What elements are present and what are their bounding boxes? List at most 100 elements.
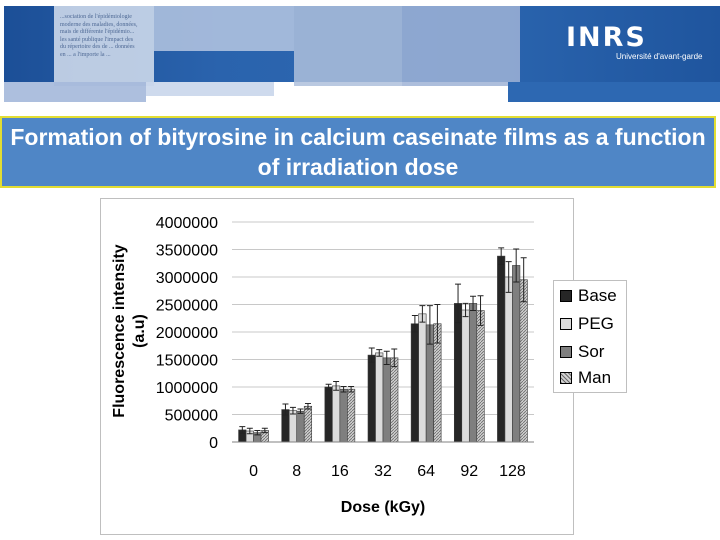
error-bar-base-16 xyxy=(325,383,332,391)
bar-man-32 xyxy=(390,357,399,443)
bar-chart: 0 500000 1000000 1500000 2000000 2500000 30000… xyxy=(111,215,534,516)
error-bar-peg-128 xyxy=(505,261,512,293)
error-bar-sor-32 xyxy=(383,350,390,365)
error-bar-man-16 xyxy=(348,385,355,393)
y-axis-label: Fluorescence intensity xyxy=(111,244,128,417)
error-bar-sor-0 xyxy=(254,429,261,436)
error-bar-sor-64 xyxy=(426,305,433,345)
inrs-logo: INRS xyxy=(566,22,647,53)
x-tick-label: 128 xyxy=(499,463,526,480)
slide-title-box: Formation of bityrosine in calcium casei… xyxy=(0,116,716,188)
error-bar-man-0 xyxy=(261,427,268,434)
error-bar-sor-92 xyxy=(470,295,477,312)
error-bar-man-32 xyxy=(391,348,398,368)
bar-man-128 xyxy=(519,279,528,443)
x-axis-categories: 0 8 16 32 64 92 128 xyxy=(249,463,526,480)
legend-item-base: Base xyxy=(560,285,626,307)
x-tick-label: 32 xyxy=(374,463,392,480)
bar-sor-8 xyxy=(296,410,305,443)
bar-base-32 xyxy=(367,354,376,443)
legend-label-man: Man xyxy=(578,368,612,387)
y-tick-label: 1500000 xyxy=(156,353,218,370)
error-bar-peg-16 xyxy=(333,381,340,391)
error-bar-base-0 xyxy=(239,426,246,434)
x-tick-label: 16 xyxy=(331,463,349,480)
logo-tagline: Université d'avant-garde xyxy=(616,52,703,61)
chart-legend: Base PEG Sor Man xyxy=(553,280,627,393)
error-bar-base-8 xyxy=(282,403,289,416)
bar-peg-128 xyxy=(504,276,513,443)
slide-title: Formation of bityrosine in calcium casei… xyxy=(10,124,706,180)
bar-man-8 xyxy=(303,405,313,443)
y-tick-label: 2500000 xyxy=(156,298,218,315)
x-tick-label: 0 xyxy=(249,463,258,480)
y-tick-label: 3000000 xyxy=(156,270,218,287)
bar-peg-32 xyxy=(375,352,384,443)
bar-peg-8 xyxy=(288,410,298,443)
error-bar-sor-128 xyxy=(513,248,520,283)
banner-tile xyxy=(146,82,274,96)
error-bar-peg-64 xyxy=(419,305,426,323)
bar-base-64 xyxy=(410,323,419,443)
bar-peg-92 xyxy=(461,309,470,443)
x-tick-label: 64 xyxy=(417,463,435,480)
error-bar-sor-16 xyxy=(340,385,347,393)
legend-label-sor: Sor xyxy=(578,342,605,361)
banner-tile xyxy=(154,6,294,51)
y-tick-label: 4000000 xyxy=(156,215,218,232)
banner-tile xyxy=(294,6,402,86)
banner-background-text: ...sociation de l'épidémiologie moderne … xyxy=(60,14,138,58)
y-tick-label: 500000 xyxy=(165,408,218,425)
bar-peg-64 xyxy=(418,313,427,443)
bar-base-92 xyxy=(453,303,463,443)
error-bar-base-92 xyxy=(455,283,462,324)
y-tick-label: 1000000 xyxy=(156,380,218,397)
bar-sor-32 xyxy=(382,357,391,443)
error-bar-man-64 xyxy=(434,304,441,344)
x-axis-label: Dose (kGy) xyxy=(341,499,425,516)
y-tick-label: 0 xyxy=(209,435,218,452)
banner-tile xyxy=(4,82,146,102)
y-tick-label: 2000000 xyxy=(156,325,218,342)
banner-tile xyxy=(508,82,720,102)
legend-item-sor: Sor xyxy=(560,341,626,363)
error-bar-peg-0 xyxy=(246,427,253,435)
x-tick-label: 92 xyxy=(460,463,478,480)
error-bar-base-128 xyxy=(498,247,505,265)
bar-sor-128 xyxy=(512,265,521,443)
bar-base-16 xyxy=(324,386,333,443)
bar-base-128 xyxy=(497,255,506,443)
y-axis-label-group: Fluorescence intensity (a.u) xyxy=(111,244,148,417)
chart-bars xyxy=(238,247,528,443)
error-bar-peg-8 xyxy=(289,406,296,415)
legend-item-peg: PEG xyxy=(560,313,626,335)
banner-tile xyxy=(402,6,520,86)
error-bar-sor-8 xyxy=(297,408,304,414)
error-bar-base-64 xyxy=(411,315,418,333)
legend-swatch-man xyxy=(560,372,572,384)
error-bar-man-8 xyxy=(304,403,311,410)
bar-peg-16 xyxy=(332,385,341,443)
legend-label-peg: PEG xyxy=(578,314,614,333)
error-bar-man-92 xyxy=(477,295,484,326)
legend-swatch-base xyxy=(560,290,572,302)
legend-swatch-peg xyxy=(560,318,572,330)
y-tick-label: 3500000 xyxy=(156,243,218,260)
error-bar-base-32 xyxy=(368,347,375,363)
bar-man-16 xyxy=(347,388,356,443)
error-bar-man-128 xyxy=(520,257,527,303)
banner-tile xyxy=(54,6,154,86)
bar-man-92 xyxy=(476,310,485,443)
error-bar-peg-32 xyxy=(376,349,383,357)
y-axis-ticks: 0 500000 1000000 1500000 2000000 2500000 30000… xyxy=(156,215,218,452)
x-tick-label: 8 xyxy=(292,463,301,480)
header-banner: ...sociation de l'épidémiologie moderne … xyxy=(0,0,720,102)
legend-label-base: Base xyxy=(578,286,617,305)
y-axis-label-unit: (a.u) xyxy=(131,314,148,348)
legend-item-man: Man xyxy=(560,367,626,389)
bar-sor-16 xyxy=(339,388,348,443)
legend-swatch-sor xyxy=(560,346,572,358)
chart-frame xyxy=(100,198,574,535)
bar-sor-92 xyxy=(468,303,478,443)
error-bar-peg-92 xyxy=(462,302,469,318)
